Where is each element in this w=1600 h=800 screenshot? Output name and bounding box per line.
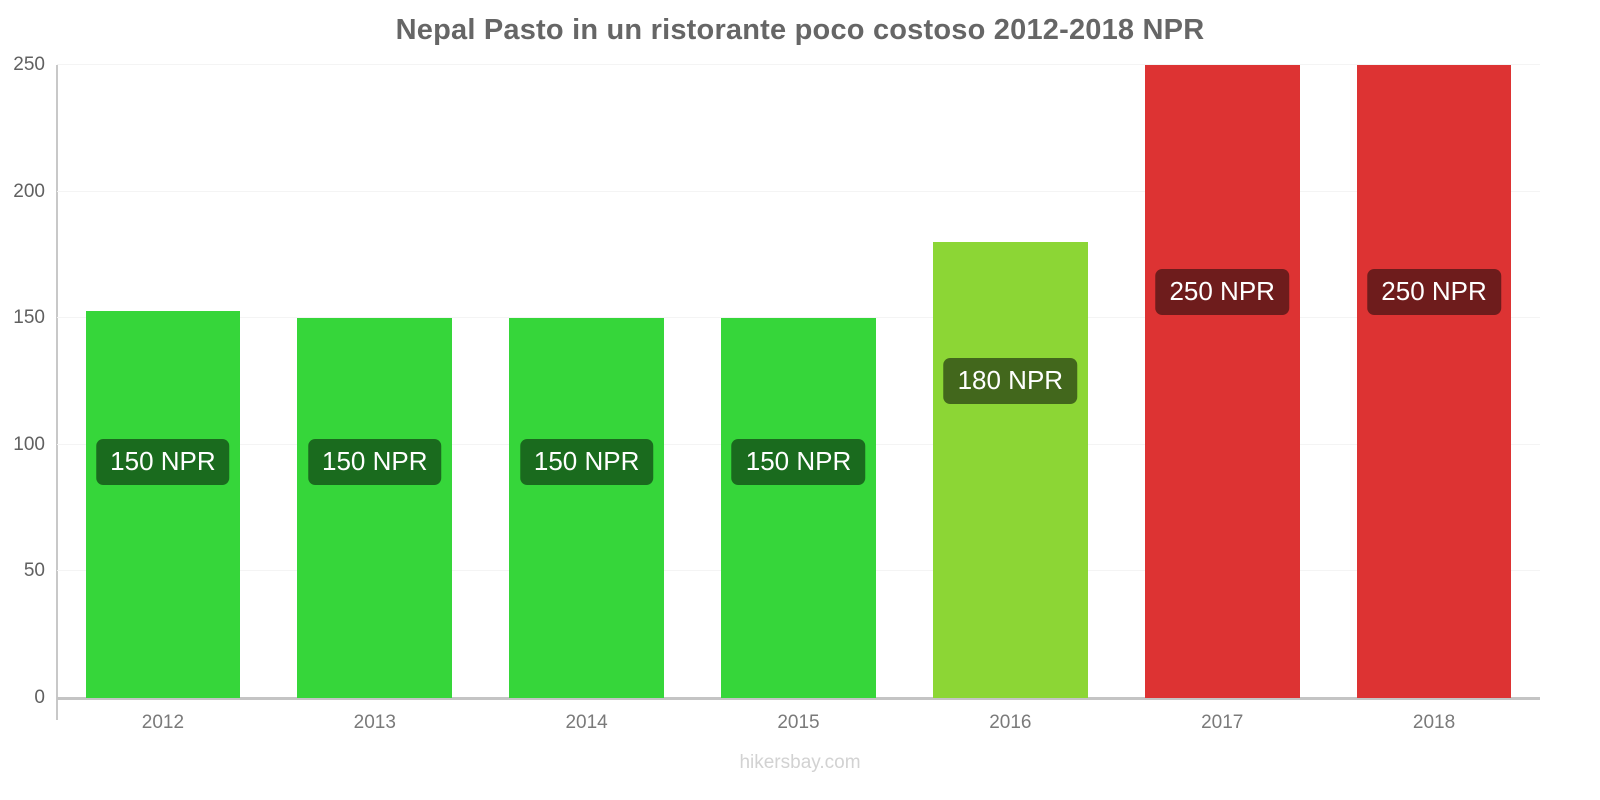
footer-credit: hikersbay.com [739,752,861,773]
bar-value-label: 250 NPR [1155,268,1289,315]
x-axis-tick-label: 2014 [565,712,608,733]
x-axis-tick-label: 2013 [353,712,396,733]
bar[interactable] [297,318,453,698]
bar-slot: 150 NPR [297,65,453,698]
bar[interactable] [933,242,1088,698]
bar-value-label: 150 NPR [96,438,230,485]
y-axis-line [56,65,58,720]
bar-slot: 250 NPR [1356,65,1512,698]
x-axis-tick-label: 2016 [989,712,1032,733]
bar-slot: 180 NPR [933,65,1088,698]
gridline [57,190,1540,192]
gridline [57,317,1540,319]
bar-value-label: 150 NPR [308,438,442,485]
y-axis-tick-label: 150 [13,307,45,329]
x-axis-line [57,697,1540,700]
y-axis-tick-label: 100 [13,433,45,455]
bar-value-label: 250 NPR [1367,268,1501,315]
bar-slot: 150 NPR [509,65,664,698]
bar[interactable] [1144,65,1300,698]
plot-area: 150 NPR 150 NPR 150 NPR 150 NPR 180 NPR 250 N… [57,64,1540,698]
bar[interactable] [509,318,664,698]
bar-slot: 150 NPR [721,65,876,698]
y-axis-tick-label: 250 [13,54,45,75]
x-axis-tick-label: 2017 [1201,712,1244,733]
y-axis-tick-label: 0 [34,687,45,708]
x-axis-tick-label: 2018 [1412,712,1456,733]
x-axis-tick-label: 2015 [777,712,820,733]
y-axis-tick-label: 50 [23,560,45,582]
bar-value-label: 150 NPR [731,438,866,485]
bar-slot: 250 NPR [1144,65,1300,698]
chart-title: Nepal Pasto in un ristorante poco costos… [395,14,1205,46]
bar[interactable] [85,310,241,698]
gridline [57,64,1540,65]
bar-value-label: 180 NPR [943,357,1078,404]
x-axis-tick-label: 2012 [141,712,185,733]
bar-slot: 150 NPR [85,65,241,698]
bar-value-label: 150 NPR [519,438,654,485]
bar[interactable] [721,318,876,698]
bar[interactable] [1356,65,1512,698]
y-axis-tick-label: 200 [13,180,45,202]
